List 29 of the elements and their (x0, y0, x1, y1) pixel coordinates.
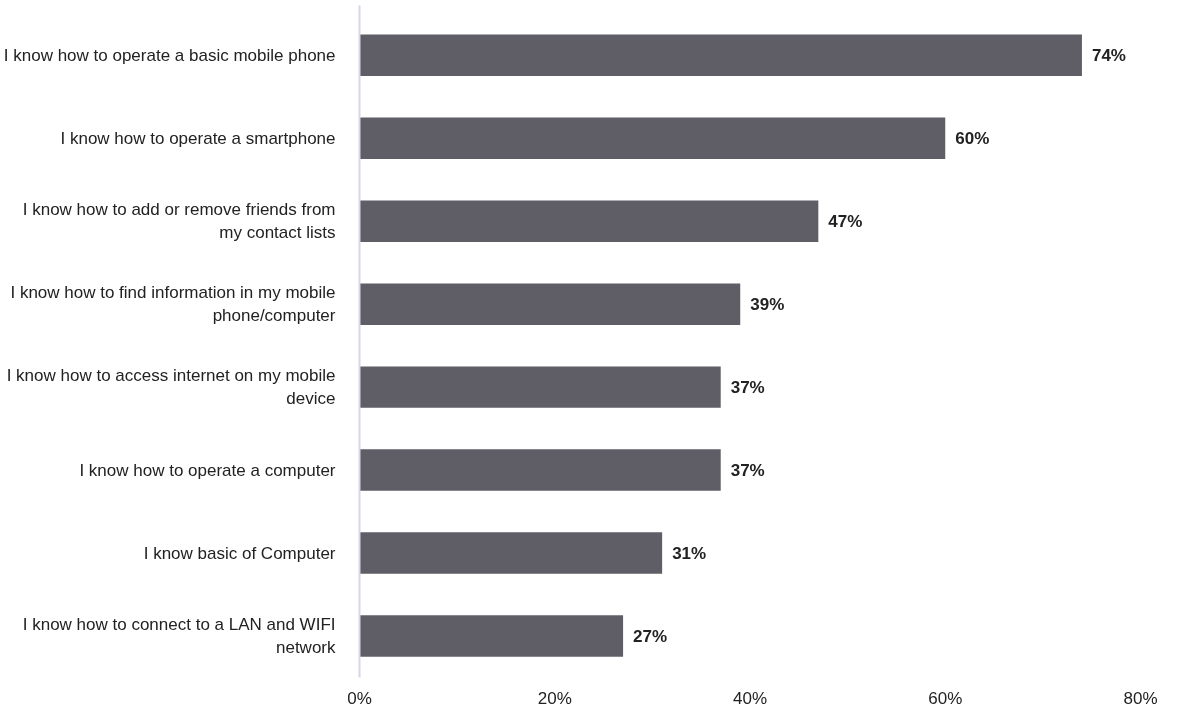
data-label: 47% (828, 211, 863, 231)
x-tick-label: 0% (347, 688, 372, 708)
x-tick-label: 40% (732, 688, 768, 708)
y-tick-label: I know basic of Computer (143, 543, 336, 563)
x-tick-label: 60% (928, 688, 963, 708)
bar (359, 449, 721, 491)
bar (359, 200, 819, 242)
y-tick-label: I know how to operate a basic mobile phone (3, 45, 336, 65)
bar (359, 366, 721, 408)
y-tick-label: I know how to connect to a LAN and WIFI network (22, 615, 336, 657)
data-label: 37% (730, 377, 765, 397)
data-label: 60% (955, 128, 990, 148)
y-tick-label: I know how to operate a computer (79, 460, 336, 480)
data-label: 74% (1091, 45, 1126, 65)
x-tick-label: 20% (537, 688, 572, 708)
bar (359, 34, 1082, 77)
y-tick-label: I know how to operate a smartphone (60, 128, 336, 148)
data-label: 39% (750, 294, 785, 314)
y-tick-label: I know how to find information in my mobile phone/computer (10, 283, 336, 326)
bar (359, 532, 663, 574)
bar (359, 615, 624, 657)
data-label: 31% (672, 543, 707, 563)
data-label: 27% (633, 626, 668, 646)
y-tick-label: I know how to add or remove friends from my contact lists (22, 200, 336, 243)
bar (359, 117, 946, 159)
bar (359, 283, 741, 325)
y-tick-label: I know how to access internet on my mobile device (6, 366, 336, 409)
x-tick-label: 80% (1123, 688, 1158, 708)
data-label: 37% (730, 460, 765, 480)
